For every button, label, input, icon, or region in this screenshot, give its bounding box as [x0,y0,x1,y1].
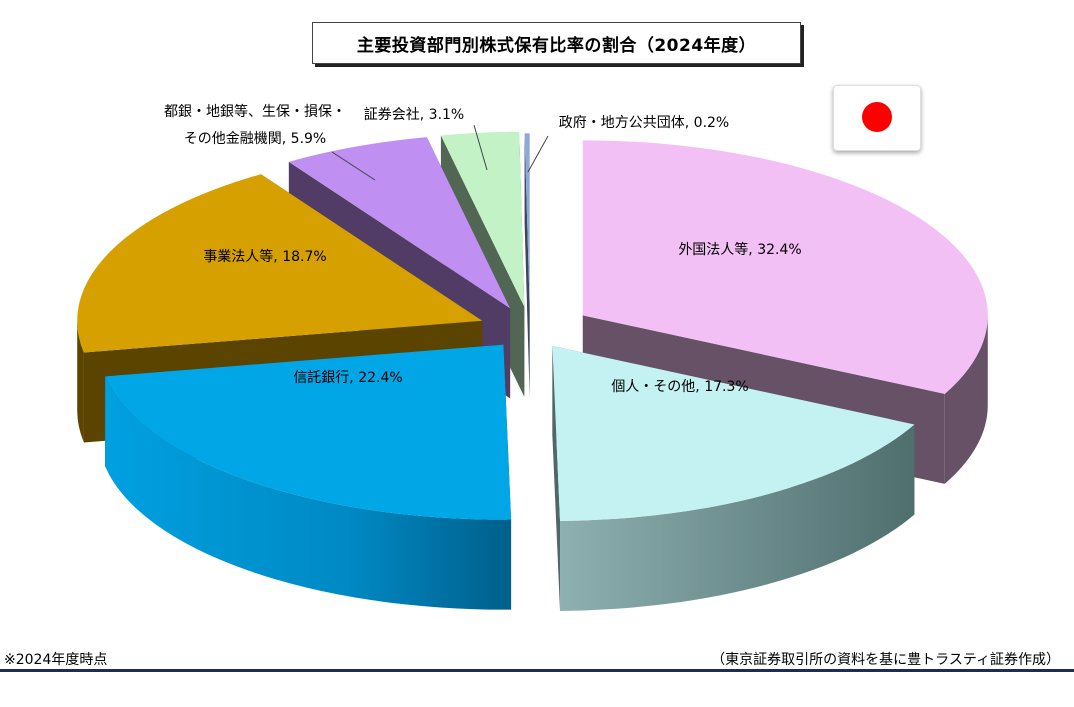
japan-flag-icon [833,85,921,151]
pie-slice-4-top [77,174,483,353]
pie-slice-2-top [552,345,915,521]
pie-slice-3-top [105,344,512,520]
leader-line-5 [331,151,376,181]
chart-title-box: 主要投資部門別株式保有比率の割合（2024年度） [312,22,801,64]
leader-line-6 [473,124,488,171]
pie-slice-1-side-1 [944,315,988,484]
data-label-4: 事業法人等, 18.7% [203,248,326,265]
data-label-6: 証券会社, 3.1% [364,107,464,123]
pie-slice-3-side-1 [105,376,512,610]
pie-slice-3 [105,344,512,610]
leader-line-7 [527,135,549,173]
data-label-5-line-2: その他金融機関, 5.9% [184,131,326,147]
data-label-5-line-1: 都銀・地銀等、生保・損保・ [164,103,346,120]
data-label-7: 政府・地方公共団体, 0.2% [559,115,729,131]
pie-slice-7 [524,133,530,399]
footnote: ※2024年度時点 [4,652,108,668]
pie-slice-7-wall-1 [524,133,530,399]
pie-slice-2 [552,345,915,611]
pie-chart: 外国法人等, 32.4% 個人・その他, 17.3% 信託銀行, 22.4% 事業法人… [77,103,988,611]
data-label-1: 外国法人等, 32.4% [678,241,801,258]
source-note: （東京証券取引所の資料を基に豊トラスティ証券作成） [711,652,1060,668]
pie-slice-2-wall-2 [552,345,561,611]
pie-slice-7-top [524,133,530,309]
chart-title: 主要投資部門別株式保有比率の割合（2024年度） [356,35,757,56]
pie-slice-5-top [288,137,511,309]
pie-slice-1-top [582,140,988,394]
data-label-2: 個人・その他, 17.3% [611,379,748,395]
pie-slice-6-top [440,131,525,307]
data-label-3: 信託銀行, 22.4% [293,370,402,386]
pie-slice-4-side-1 [77,320,84,443]
footer-divider [0,669,1074,672]
pie-slice-2-side-1 [560,424,915,611]
flag-red-disc [862,102,892,132]
